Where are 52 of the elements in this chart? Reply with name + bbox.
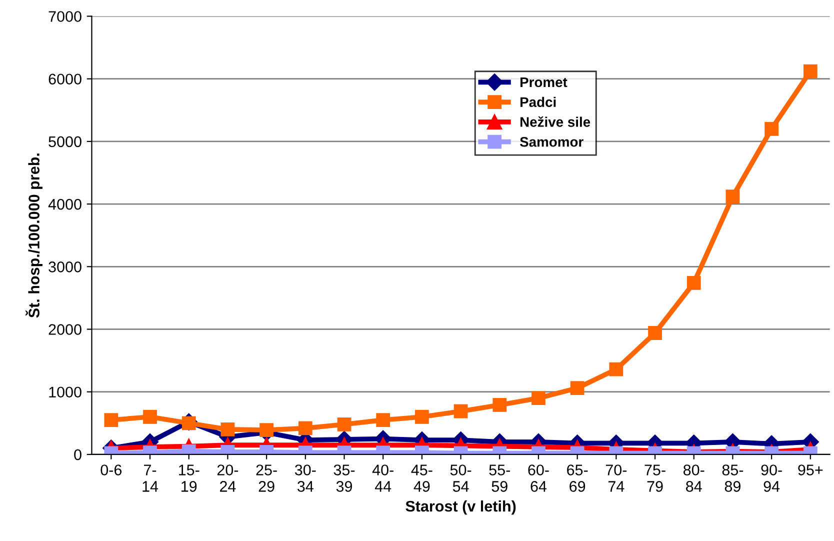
point xyxy=(260,423,274,437)
point xyxy=(726,190,740,204)
point xyxy=(143,410,157,424)
point xyxy=(609,362,624,376)
point xyxy=(298,421,312,436)
y-tick-label: 4000 xyxy=(48,198,82,210)
point xyxy=(220,422,235,436)
x-tick-label: 90- 94 xyxy=(761,464,782,492)
x-tick-label: 45- 49 xyxy=(411,464,432,492)
point xyxy=(414,410,429,424)
point xyxy=(532,391,546,406)
x-tick-label: 50- 54 xyxy=(450,464,472,492)
x-tick-label: 20- 24 xyxy=(217,464,238,492)
x-tick-label: 95+ xyxy=(798,464,823,476)
x-tick-label: 15- 19 xyxy=(178,464,200,492)
x-tick-label: 75- 79 xyxy=(644,464,666,492)
x-tick-label: 70- 74 xyxy=(606,464,627,492)
y-tick-label: 1000 xyxy=(49,386,82,398)
y-tick-label: 2000 xyxy=(48,324,82,335)
point xyxy=(570,381,584,396)
point xyxy=(648,326,662,340)
y-tick-label: 6000 xyxy=(48,74,82,85)
point xyxy=(337,417,352,432)
legend-label: Promet xyxy=(520,77,568,88)
point xyxy=(376,413,390,427)
point xyxy=(104,413,118,427)
x-tick-label: 35- 39 xyxy=(334,464,355,492)
x-tick-label: 85- 89 xyxy=(722,464,744,492)
legend-label: Padci xyxy=(520,96,556,108)
x-tick-label: 65- 69 xyxy=(567,464,588,492)
x-tick-label: 55- 59 xyxy=(489,464,510,492)
point xyxy=(454,404,468,418)
y-axis-title: Št. hosp./100.000 preb. xyxy=(26,154,42,318)
x-tick-label: 0-6 xyxy=(100,464,122,476)
point xyxy=(182,416,196,430)
point xyxy=(803,64,818,78)
x-tick-label: 40- 44 xyxy=(372,464,394,492)
y-tick-label: 7000 xyxy=(48,11,82,22)
x-tick-label: 30- 34 xyxy=(294,464,316,492)
legend-label: Samomor xyxy=(520,136,584,147)
x-axis-title: Starost (v letih) xyxy=(406,500,516,515)
x-tick-label: 25- 29 xyxy=(256,464,277,492)
y-tick-label: 5000 xyxy=(48,136,82,148)
x-tick-label: 7- 14 xyxy=(142,464,158,492)
point xyxy=(686,276,701,290)
point xyxy=(492,398,507,412)
y-tick-label: 3000 xyxy=(48,262,82,272)
y-tick-label: 0 xyxy=(74,449,82,460)
legend-label: Nežive sile xyxy=(520,116,590,127)
x-tick-label: 80- 84 xyxy=(683,464,704,492)
x-tick-label: 60- 64 xyxy=(528,464,549,492)
point xyxy=(764,122,779,136)
